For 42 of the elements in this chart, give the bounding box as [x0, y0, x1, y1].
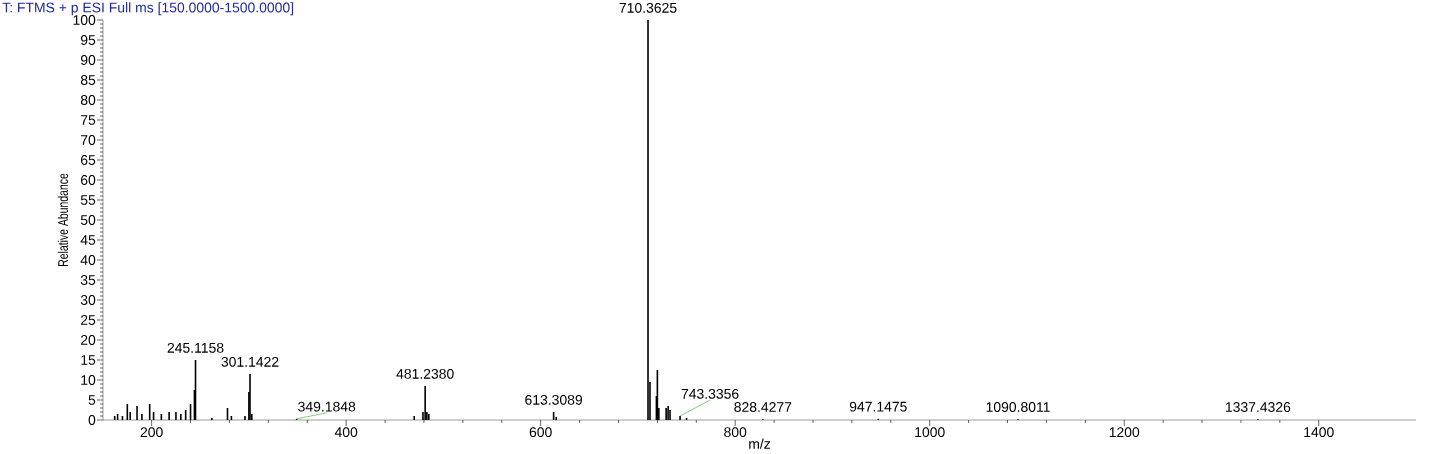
y-tick-label: 25	[80, 315, 96, 325]
y-tick-label: 65	[80, 155, 96, 165]
y-tick-label: 45	[80, 235, 96, 245]
chart-title: T: FTMS + p ESI Full ms [150.0000-1500.0000]	[2, 2, 294, 16]
x-tick-label: 1200	[1109, 427, 1140, 438]
annotation: 301.1422	[221, 356, 279, 367]
y-tick-label: 10	[81, 375, 96, 385]
x-axis-title: m/z	[749, 438, 771, 449]
y-tick-label: 35	[80, 275, 96, 285]
y-axis-title: Relative Abundance	[57, 173, 69, 266]
annotation: 349.1848	[298, 401, 356, 412]
x-tick-label: 1400	[1304, 427, 1334, 438]
y-tick-label: 60	[80, 175, 96, 185]
y-tick-label: 55	[80, 195, 96, 205]
annotation: 743.3356	[681, 388, 739, 399]
y-tick-label: 70	[81, 135, 96, 145]
y-tick-label: 85	[80, 75, 96, 85]
y-tick-label: 75	[81, 115, 96, 125]
y-tick-label: 80	[80, 95, 96, 105]
annotation: 828.4277	[734, 402, 792, 413]
x-tick-label: 800	[724, 427, 747, 438]
y-tick-label: 15	[81, 355, 96, 365]
x-tick-label: 1000	[915, 427, 945, 438]
annotation: 613.3089	[525, 394, 583, 405]
y-tick-label: 100	[73, 15, 96, 25]
annotation: 947.1475	[849, 401, 907, 412]
y-tick-label: 95	[80, 35, 96, 45]
y-tick-label: 50	[80, 215, 96, 225]
y-tick-label: 40	[80, 255, 96, 265]
y-tick-label: 5	[88, 395, 96, 405]
x-tick-label: 400	[334, 427, 358, 438]
x-tick-label: 600	[529, 427, 552, 438]
x-tick-label: 200	[140, 427, 163, 438]
y-tick-label: 0	[88, 415, 96, 425]
y-tick-label: 90	[80, 55, 96, 65]
annotation: 710.3625	[619, 2, 677, 13]
annotation: 1337.4326	[1225, 402, 1291, 413]
annotation: 481.2380	[396, 368, 454, 379]
y-tick-label: 30	[80, 295, 96, 305]
y-tick-label: 20	[80, 335, 96, 345]
annotation: 245.1158	[167, 342, 224, 353]
annotation: 1090.8011	[986, 402, 1050, 413]
